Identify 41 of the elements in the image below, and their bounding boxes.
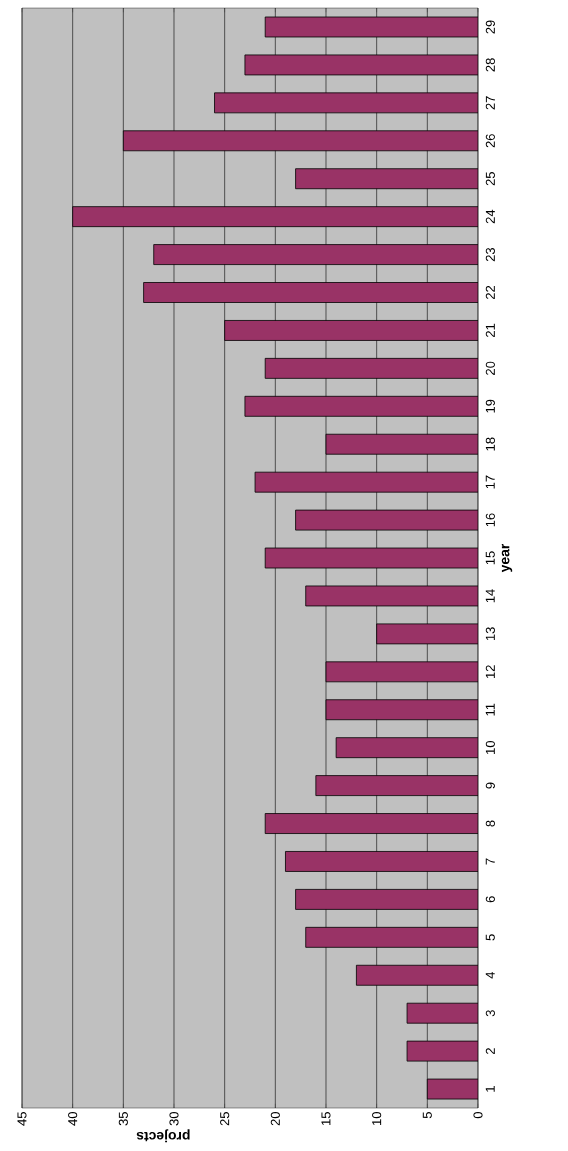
y-tick-label: 14 [485, 589, 495, 603]
y-tick-label: 18 [485, 437, 495, 451]
y-tick-label: 15 [485, 551, 495, 565]
y-tick-label: 11 [485, 703, 495, 716]
y-tick-label: 13 [485, 627, 495, 641]
x-tick-label: 25 [220, 1112, 230, 1126]
y-tick-label: 4 [485, 972, 495, 979]
y-tick-label: 23 [485, 247, 495, 262]
x-tick-label: 15 [321, 1112, 331, 1125]
y-tick-label: 1 [485, 1086, 495, 1092]
y-tick-label: 5 [485, 934, 495, 941]
x-tick-label: 35 [118, 1112, 128, 1126]
y-axis-title: year [501, 543, 513, 573]
y-tick-label: 12 [485, 665, 495, 679]
x-tick-label: 30 [169, 1112, 179, 1126]
x-tick-label: 5 [422, 1112, 432, 1119]
x-tick-label: 20 [270, 1112, 280, 1126]
y-tick-label: 17 [485, 475, 495, 489]
y-tick-label: 3 [485, 1010, 495, 1017]
y-tick-label: 21 [485, 323, 495, 337]
y-tick-label: 8 [485, 820, 495, 827]
y-tick-label: 9 [485, 782, 495, 789]
y-tick-label: 16 [485, 513, 495, 527]
x-tick-label: 45 [17, 1112, 27, 1126]
y-tick-label: 25 [485, 172, 495, 186]
y-tick-label: 27 [485, 96, 495, 110]
y-tick-label: 10 [485, 740, 495, 754]
y-tick-label: 24 [485, 209, 495, 224]
x-tick-label: 0 [473, 1112, 483, 1119]
y-tick-label: 2 [485, 1048, 495, 1055]
y-tick-label: 19 [485, 399, 495, 413]
y-tick-label: 28 [485, 58, 495, 72]
y-tick-label: 26 [485, 134, 495, 148]
y-tick-label: 22 [485, 285, 495, 300]
y-tick-label: 29 [485, 20, 495, 34]
x-tick-label: 10 [372, 1112, 382, 1125]
y-tick-label: 7 [485, 858, 495, 865]
y-tick-label: 6 [485, 896, 495, 903]
x-axis-title: projects [136, 1129, 190, 1143]
x-tick-label: 40 [68, 1112, 78, 1126]
y-tick-label: 20 [485, 361, 495, 375]
